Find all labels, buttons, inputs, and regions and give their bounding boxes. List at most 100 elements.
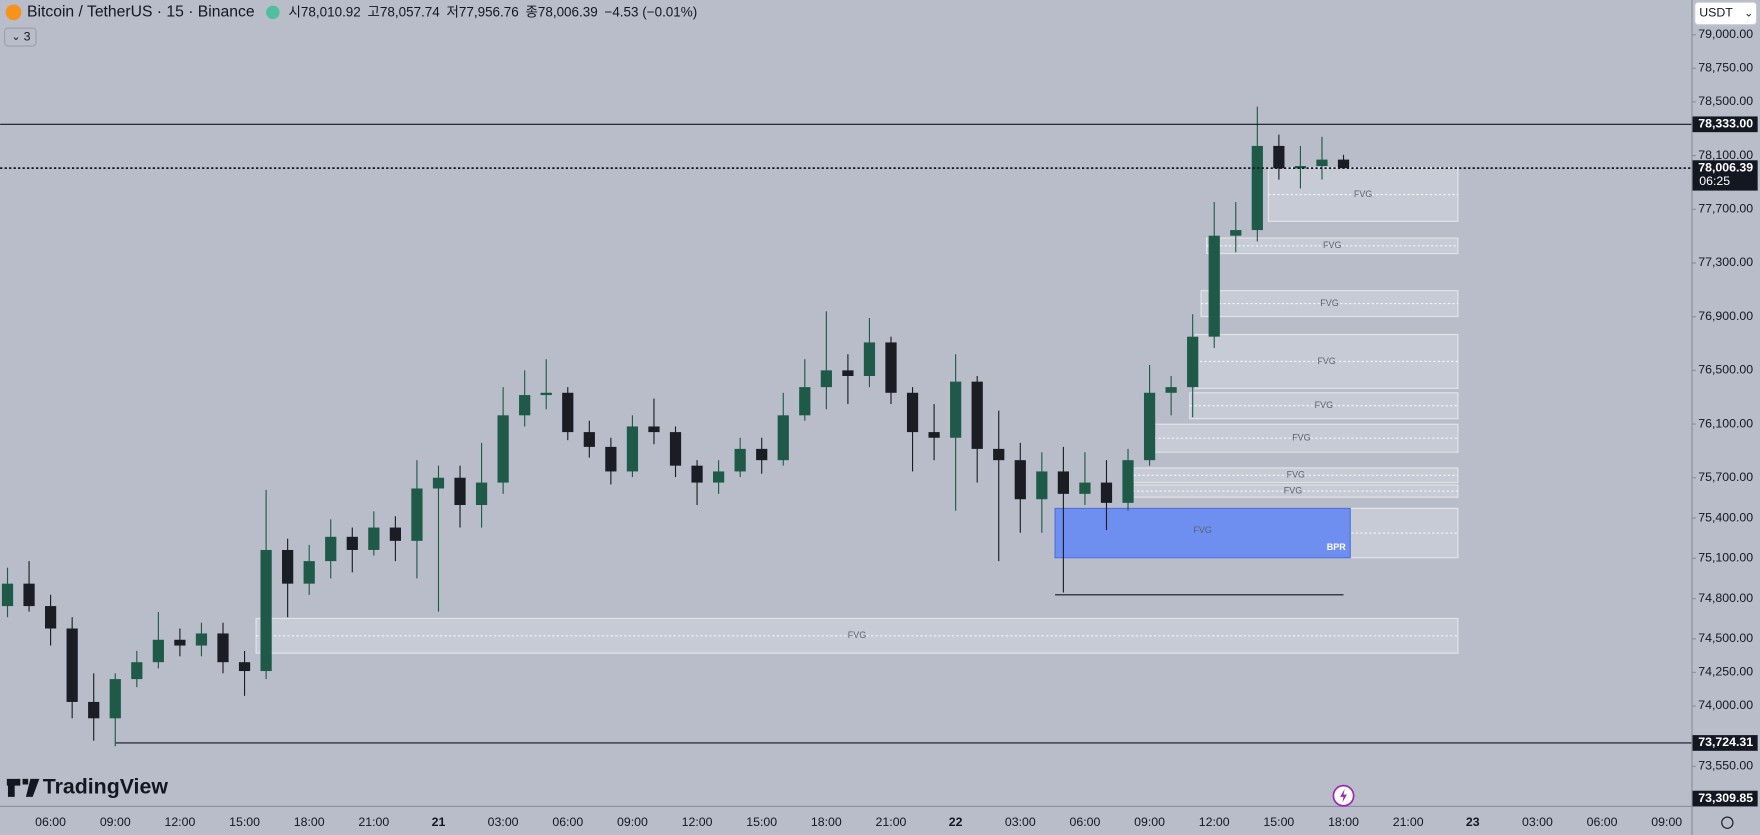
y-tick-label: 77,300.00 (1698, 255, 1753, 269)
x-tick-label: 18:00 (294, 815, 325, 829)
ohlc-label: 종 (525, 4, 537, 19)
ohlc-label: 시 (289, 4, 301, 19)
candle-body (66, 628, 78, 702)
y-tick-label: 78,750.00 (1698, 61, 1753, 75)
y-tick-label: 74,000.00 (1698, 698, 1753, 712)
candle-body (389, 527, 401, 541)
last-price-label: 78,006.39 (1698, 160, 1753, 174)
status-dot (266, 5, 280, 20)
x-tick-label: 09:00 (617, 815, 648, 829)
y-tick-label: 76,500.00 (1698, 363, 1753, 377)
candle-body (260, 549, 272, 672)
x-tick-label: 15:00 (1263, 815, 1294, 829)
candle-body (950, 381, 962, 438)
fvg-label: FVG (1287, 470, 1305, 480)
candle-body (820, 370, 832, 388)
candle-body (346, 536, 358, 550)
candle-body (174, 639, 186, 646)
y-tick-label: 79,000.00 (1698, 27, 1753, 41)
candle-body (971, 381, 983, 449)
candle-body (497, 415, 509, 483)
x-tick-label: 12:00 (164, 815, 195, 829)
x-tick-label: 06:00 (35, 815, 66, 829)
candle-body (777, 415, 789, 461)
candle-body (1165, 387, 1177, 393)
ohlc-value: 78,010.92 (301, 4, 361, 19)
fvg-label: FVG (1317, 356, 1335, 366)
change: −4.53 (−0.01%) (604, 4, 697, 19)
bottom-price-box (1692, 790, 1758, 807)
ohlc-value: 77,956.76 (459, 4, 519, 19)
y-tick-label: 76,900.00 (1698, 309, 1753, 323)
ohlc-value: 78,057.74 (380, 4, 440, 19)
candle-body (325, 536, 337, 562)
ohlc-label: 저 (447, 4, 459, 19)
candle-body (1079, 482, 1091, 494)
currency: USDT (1699, 6, 1733, 20)
candle-body (713, 471, 725, 483)
fvg-zone (1200, 290, 1459, 318)
candle-body (562, 392, 574, 433)
candle-body (131, 662, 143, 680)
candle-body (669, 432, 682, 466)
x-tick-label: 06:00 (1587, 815, 1618, 829)
brand: TradingView (43, 774, 169, 798)
indicator-toggle[interactable] (4, 27, 37, 47)
axes: 73,550.00 74,000.00 74,250.00 74,500.00 74,8… (35, 27, 1753, 829)
candle-body (626, 426, 639, 472)
candle-body (303, 561, 315, 584)
candle-body (45, 606, 57, 629)
x-tick-label: 15:00 (746, 815, 777, 829)
y-tick-label: 74,250.00 (1698, 665, 1753, 679)
x-tick-label: 18:00 (1328, 815, 1359, 829)
fvg-label: FVG (1284, 485, 1302, 495)
candle-body (734, 448, 746, 472)
y-tick-label: 73,550.00 (1698, 759, 1753, 773)
price-label: 73,724.31 (1698, 735, 1753, 749)
x-tick-label: 21:00 (876, 815, 907, 829)
candle-body (928, 432, 940, 438)
candle-body (1273, 145, 1285, 169)
chevron: ⌄ (1744, 7, 1753, 19)
settings-icon[interactable] (1721, 816, 1734, 829)
x-tick-label: 06:00 (1070, 815, 1101, 829)
x-tick-label: 09:00 (1651, 815, 1682, 829)
countdown: 06:25 (1699, 174, 1730, 188)
candle-body (1187, 336, 1199, 388)
candle-body (540, 392, 552, 396)
candle-body (1014, 460, 1026, 500)
x-tick-label: 21:00 (358, 815, 389, 829)
brand-logo (6, 778, 40, 797)
bpr-zone (1054, 507, 1351, 559)
x-tick-label: 09:00 (100, 815, 131, 829)
fvg-label: FVG (1323, 240, 1341, 250)
event-bolt (1340, 788, 1347, 803)
x-tick-label: 21:00 (1393, 815, 1424, 829)
candle-body (88, 701, 100, 719)
candle-body (432, 477, 445, 489)
currency-button[interactable] (1694, 1, 1758, 26)
candle-body (475, 482, 488, 505)
x-tick-label: 03:00 (1005, 815, 1036, 829)
candle-body (993, 448, 1005, 461)
candle-body (1, 583, 14, 607)
candle-body (109, 679, 121, 719)
fvg-label: FVG (1320, 298, 1338, 308)
x-tick-label: 22 (949, 815, 963, 829)
x-tick-label: 23 (1466, 815, 1480, 829)
candle-body (1100, 482, 1113, 503)
last-price-box (1692, 160, 1758, 191)
candle-body (885, 342, 897, 393)
candle-body (583, 432, 595, 447)
y-tick-label: 74,800.00 (1698, 591, 1753, 605)
candle-body (605, 446, 617, 472)
candle-body (1143, 392, 1156, 461)
x-tick-label: 12:00 (682, 815, 713, 829)
candle-body (238, 662, 251, 672)
ohlc-header: 시78,010.92 고78,057.74 저77,956.76 종78,006.39… (289, 4, 698, 19)
candle-body (906, 392, 919, 433)
y-tick-label: 78,500.00 (1698, 94, 1753, 108)
